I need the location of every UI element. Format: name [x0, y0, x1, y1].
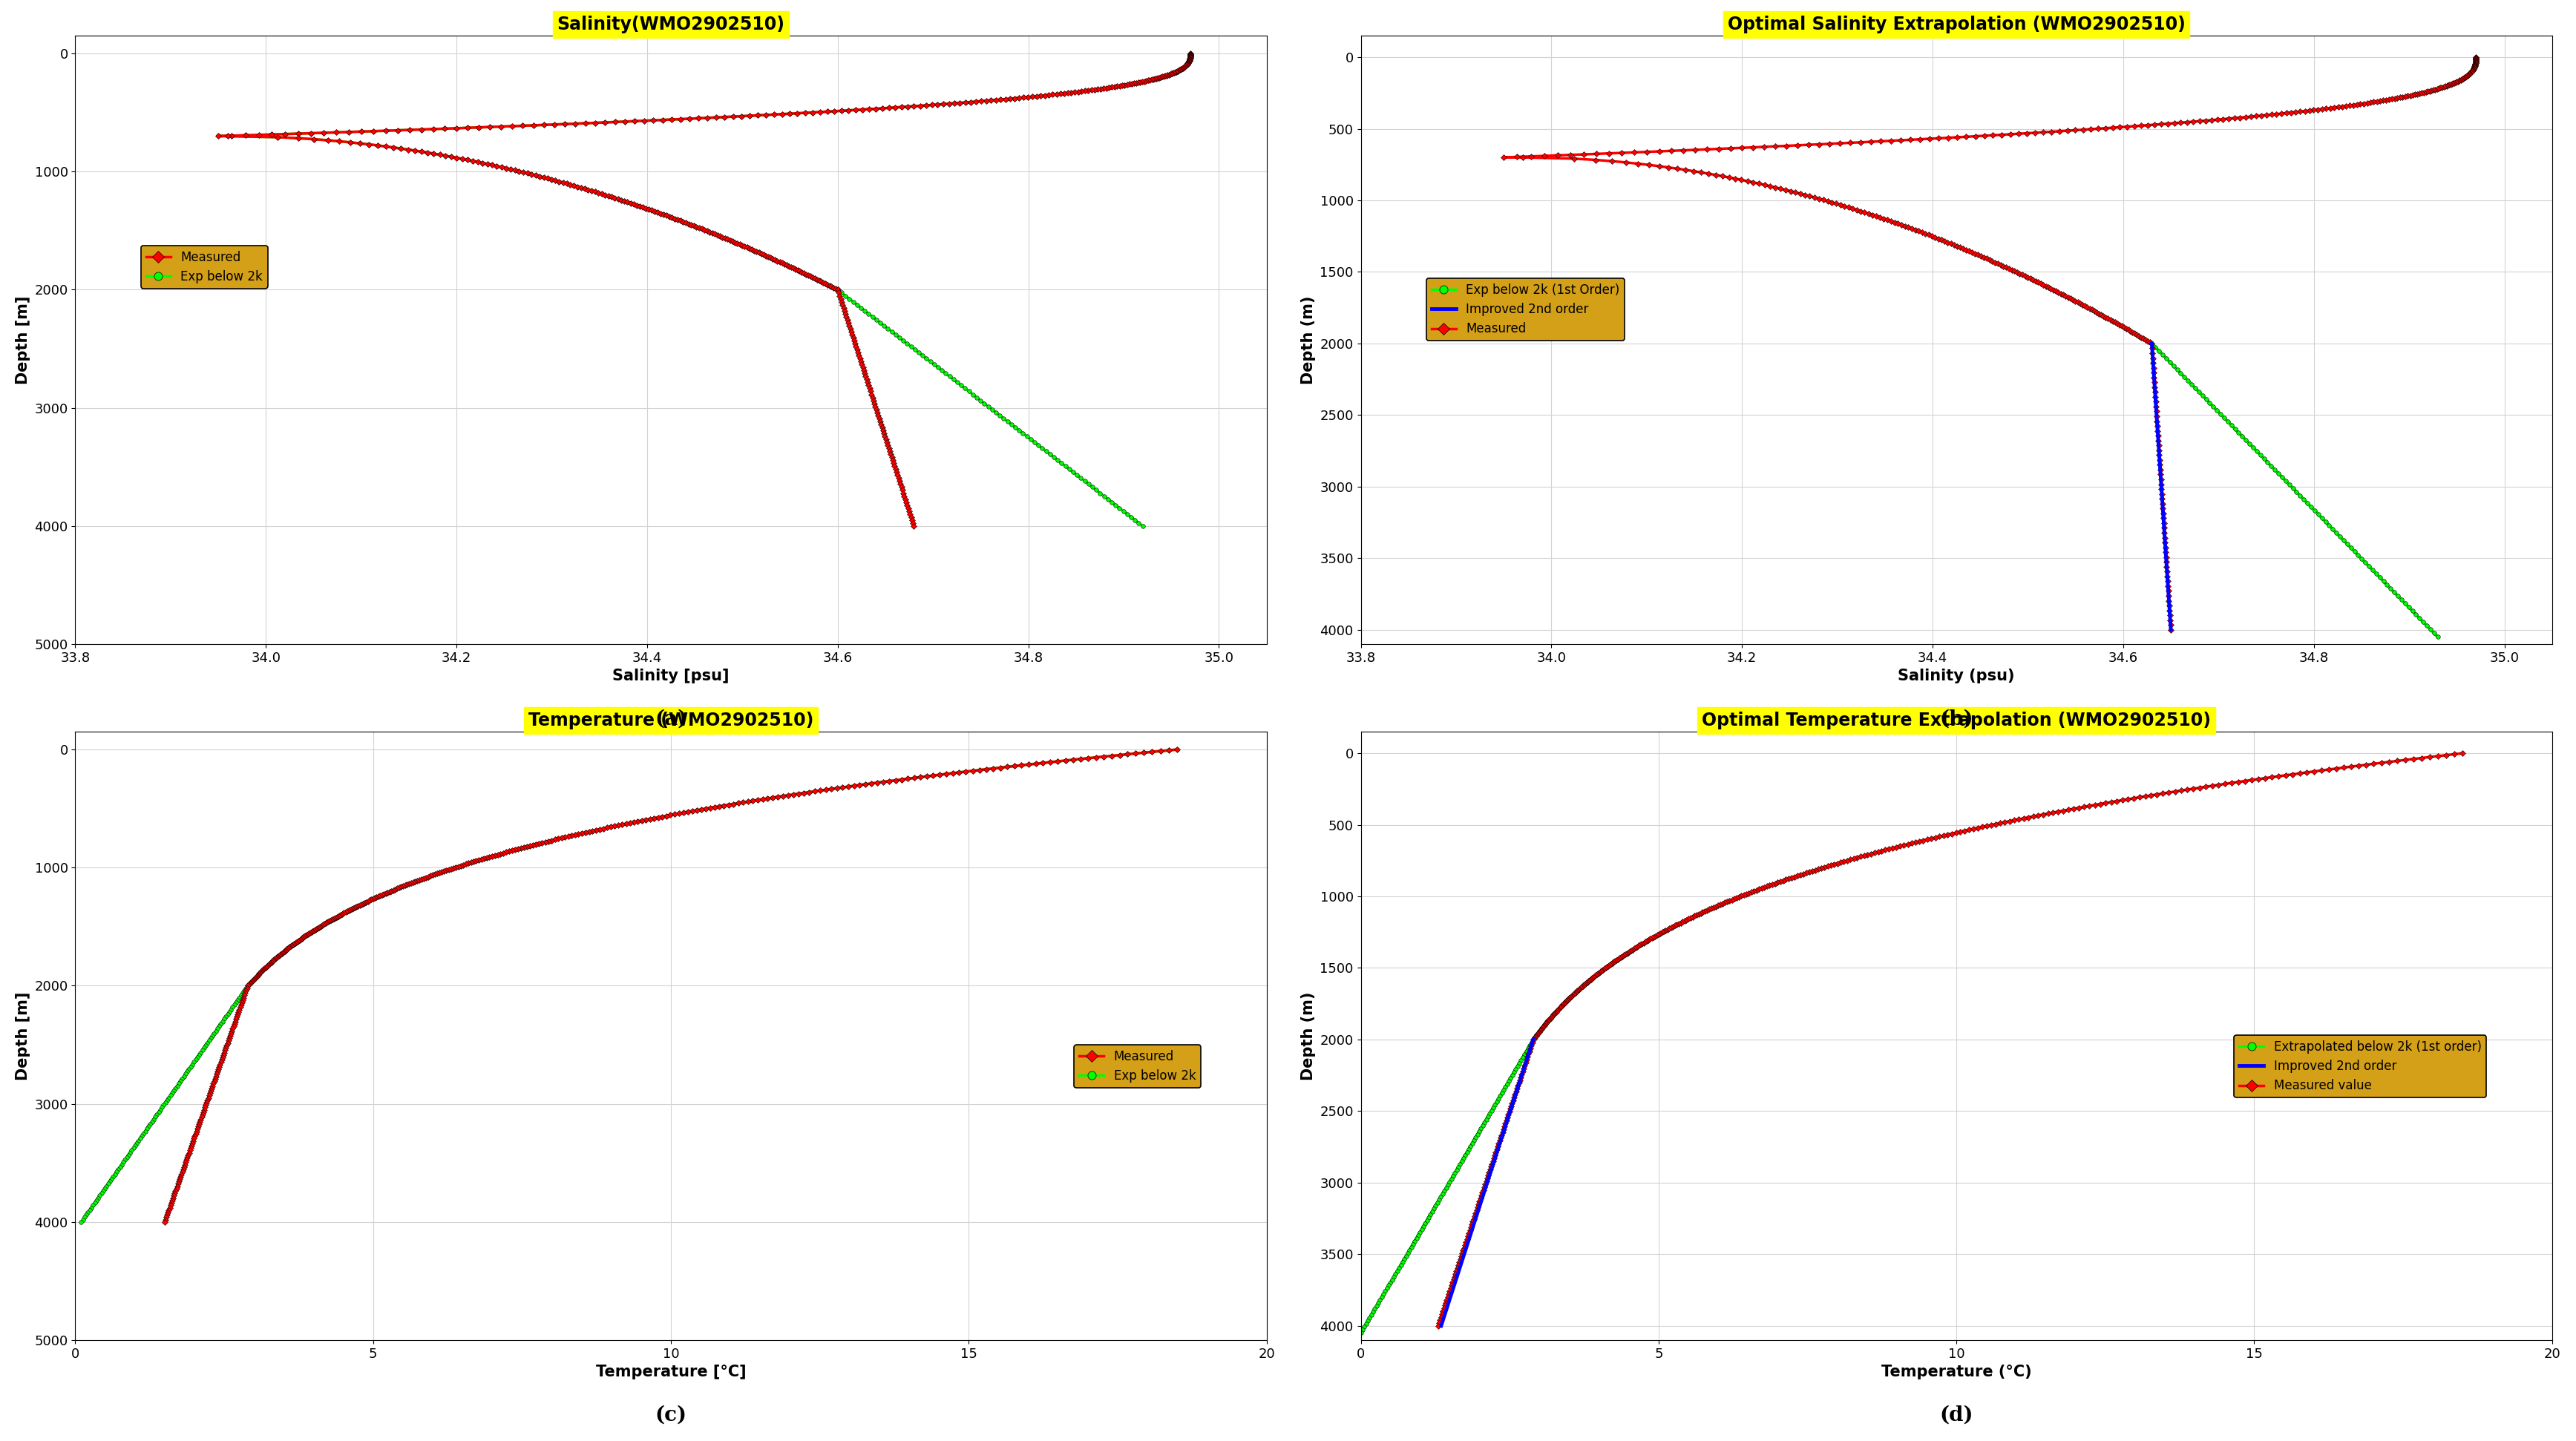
Legend: Exp below 2k (1st Order), Improved 2nd order, Measured: Exp below 2k (1st Order), Improved 2nd o… — [1427, 278, 1625, 340]
Title: Optimal Temperature Extrapolation (WMO2902510): Optimal Temperature Extrapolation (WMO29… — [1703, 712, 2210, 729]
Title: Temperature (WMO2902510): Temperature (WMO2902510) — [528, 712, 814, 729]
Title: Optimal Salinity Extrapolation (WMO2902510): Optimal Salinity Extrapolation (WMO29025… — [1728, 16, 2184, 33]
X-axis label: Temperature [°C]: Temperature [°C] — [595, 1365, 747, 1379]
Y-axis label: Depth (m): Depth (m) — [1301, 295, 1316, 385]
Y-axis label: Depth (m): Depth (m) — [1301, 991, 1316, 1081]
X-axis label: Salinity [psu]: Salinity [psu] — [613, 669, 729, 683]
Text: (c): (c) — [654, 1405, 688, 1425]
Text: (a): (a) — [654, 709, 688, 729]
Legend: Measured, Exp below 2k: Measured, Exp below 2k — [1074, 1045, 1200, 1088]
Title: Salinity(WMO2902510): Salinity(WMO2902510) — [556, 16, 786, 33]
Text: (b): (b) — [1940, 709, 1973, 729]
Legend: Extrapolated below 2k (1st order), Improved 2nd order, Measured value: Extrapolated below 2k (1st order), Impro… — [2233, 1035, 2486, 1098]
X-axis label: Temperature (°C): Temperature (°C) — [1880, 1365, 2032, 1379]
Text: (d): (d) — [1940, 1405, 1973, 1425]
X-axis label: Salinity (psu): Salinity (psu) — [1899, 669, 2014, 683]
Y-axis label: Depth [m]: Depth [m] — [15, 295, 31, 385]
Y-axis label: Depth [m]: Depth [m] — [15, 991, 31, 1081]
Legend: Measured, Exp below 2k: Measured, Exp below 2k — [142, 245, 268, 288]
